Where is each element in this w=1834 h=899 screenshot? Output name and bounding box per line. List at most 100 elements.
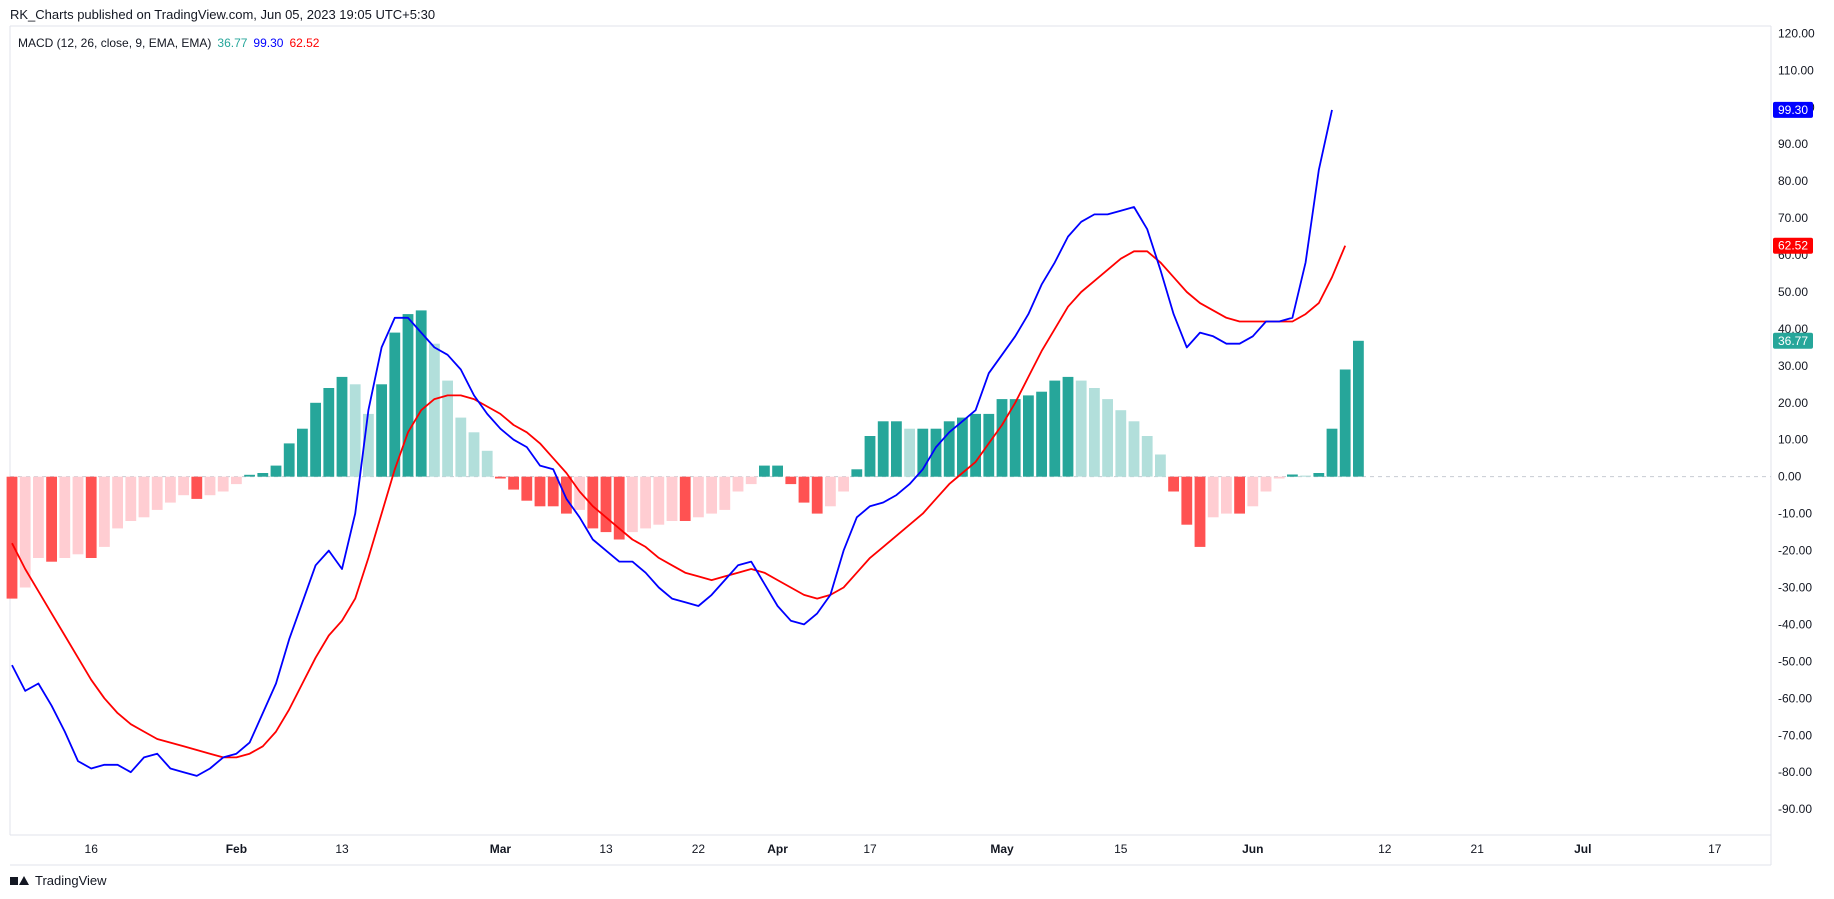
legend-indicator-name: MACD (12, 26, close, 9, EMA, EMA) xyxy=(18,36,212,50)
histogram-bar xyxy=(402,314,414,477)
x-tick-label: 21 xyxy=(1471,842,1485,856)
histogram-bar xyxy=(336,376,348,477)
histogram-bar xyxy=(231,476,242,485)
price-label-value: 36.77 xyxy=(1778,334,1808,348)
histogram-bar xyxy=(1287,474,1298,477)
histogram-bar xyxy=(1062,376,1074,477)
y-tick-label: 120.00 xyxy=(1778,26,1815,40)
histogram-bar xyxy=(415,310,427,477)
histogram-bar xyxy=(838,476,849,492)
histogram-bar xyxy=(706,476,717,514)
histogram-bar xyxy=(191,476,203,499)
histogram-bar xyxy=(811,476,823,514)
histogram-bar xyxy=(534,476,546,507)
histogram-bar xyxy=(983,413,995,477)
x-tick-label: 17 xyxy=(863,842,877,856)
histogram-bar xyxy=(561,476,572,514)
histogram-bar xyxy=(851,469,863,477)
histogram-bar xyxy=(772,465,783,477)
histogram-bar xyxy=(1102,399,1113,477)
histogram-bar xyxy=(930,428,942,477)
histogram-bar xyxy=(996,399,1008,477)
y-tick-label: 0.00 xyxy=(1778,470,1802,484)
x-tick-label: 13 xyxy=(599,842,613,856)
histogram-bar xyxy=(310,402,321,477)
y-tick-label: -40.00 xyxy=(1778,617,1812,631)
histogram-bar xyxy=(138,476,150,518)
price-label-tag xyxy=(1773,332,1813,349)
y-tick-label: -50.00 xyxy=(1778,654,1812,668)
y-tick-label: 30.00 xyxy=(1778,359,1808,373)
histogram-bar xyxy=(1141,436,1153,477)
histogram-bar xyxy=(323,388,335,477)
histogram-bar xyxy=(1009,399,1021,477)
histogram-bar xyxy=(864,436,876,477)
histogram-bar xyxy=(495,476,506,479)
histogram-bar xyxy=(970,413,981,477)
x-tick-label: 22 xyxy=(692,842,706,856)
histogram-bar xyxy=(745,476,757,485)
histogram-bar xyxy=(19,476,31,588)
histogram-bar xyxy=(1049,380,1061,477)
histogram-bar xyxy=(574,476,585,510)
y-tick-label: 20.00 xyxy=(1778,396,1808,410)
x-tick-label: 13 xyxy=(335,842,349,856)
histogram-bar xyxy=(33,476,44,558)
histogram-bar xyxy=(1194,476,1206,547)
signal-line xyxy=(11,245,1347,759)
histogram-bar xyxy=(1234,476,1245,514)
x-tick-label: 16 xyxy=(85,842,99,856)
histogram-bar xyxy=(270,465,282,477)
y-tick-label: 80.00 xyxy=(1778,174,1808,188)
x-tick-label: Jun xyxy=(1242,842,1263,856)
histogram-bar xyxy=(125,476,137,521)
y-tick-label: 110.00 xyxy=(1778,63,1814,77)
histogram-bar xyxy=(521,476,533,501)
histogram-bar xyxy=(1168,476,1179,492)
histogram-bar xyxy=(640,476,651,529)
histogram-bar xyxy=(46,476,57,562)
histogram-bar xyxy=(72,476,84,555)
tradingview-logo-icon xyxy=(10,876,29,885)
histogram-bar xyxy=(1339,369,1351,477)
histogram-bar xyxy=(1128,421,1140,477)
macd-line xyxy=(11,109,1333,777)
price-label-tag xyxy=(1773,101,1813,118)
y-tick-label: -30.00 xyxy=(1778,581,1812,595)
histogram-bar xyxy=(917,428,929,477)
x-tick-label: 17 xyxy=(1708,842,1722,856)
histogram-bar xyxy=(165,476,176,503)
histogram-bar xyxy=(468,432,480,477)
price-label-value: 99.30 xyxy=(1778,103,1808,117)
tradingview-footer[interactable]: TradingView xyxy=(10,873,107,888)
histogram-bar xyxy=(1300,475,1311,477)
tradingview-brand: TradingView xyxy=(35,873,107,888)
histogram-bar xyxy=(798,476,810,503)
histogram-bar xyxy=(1181,476,1193,525)
y-tick-label: 70.00 xyxy=(1778,211,1808,225)
y-tick-label: -80.00 xyxy=(1778,765,1812,779)
legend-signal-value: 62.52 xyxy=(289,36,320,50)
histogram-bar xyxy=(1326,428,1338,477)
histogram-bar xyxy=(600,476,612,533)
histogram-bar xyxy=(178,476,189,496)
histogram-bar xyxy=(442,380,453,477)
x-tick-label: 12 xyxy=(1378,842,1392,856)
histogram-bar xyxy=(376,384,387,477)
y-tick-label: -20.00 xyxy=(1778,544,1812,558)
y-tick-label: 90.00 xyxy=(1778,137,1808,151)
histogram-bar xyxy=(1036,391,1047,477)
legend-macd-value: 99.30 xyxy=(253,36,284,50)
histogram-bar xyxy=(943,421,955,477)
histogram-bar xyxy=(613,476,625,540)
histogram-bar xyxy=(759,465,770,477)
histogram-bar xyxy=(693,476,704,518)
macd-legend[interactable]: MACD (12, 26, close, 9, EMA, EMA) 36.77 … xyxy=(18,36,319,50)
histogram-bar xyxy=(455,417,467,477)
x-tick-label: Mar xyxy=(490,842,512,856)
histogram-bar xyxy=(653,476,665,525)
histogram-bar xyxy=(732,476,744,492)
histogram-bar xyxy=(904,428,915,477)
histogram-bar xyxy=(508,476,519,490)
